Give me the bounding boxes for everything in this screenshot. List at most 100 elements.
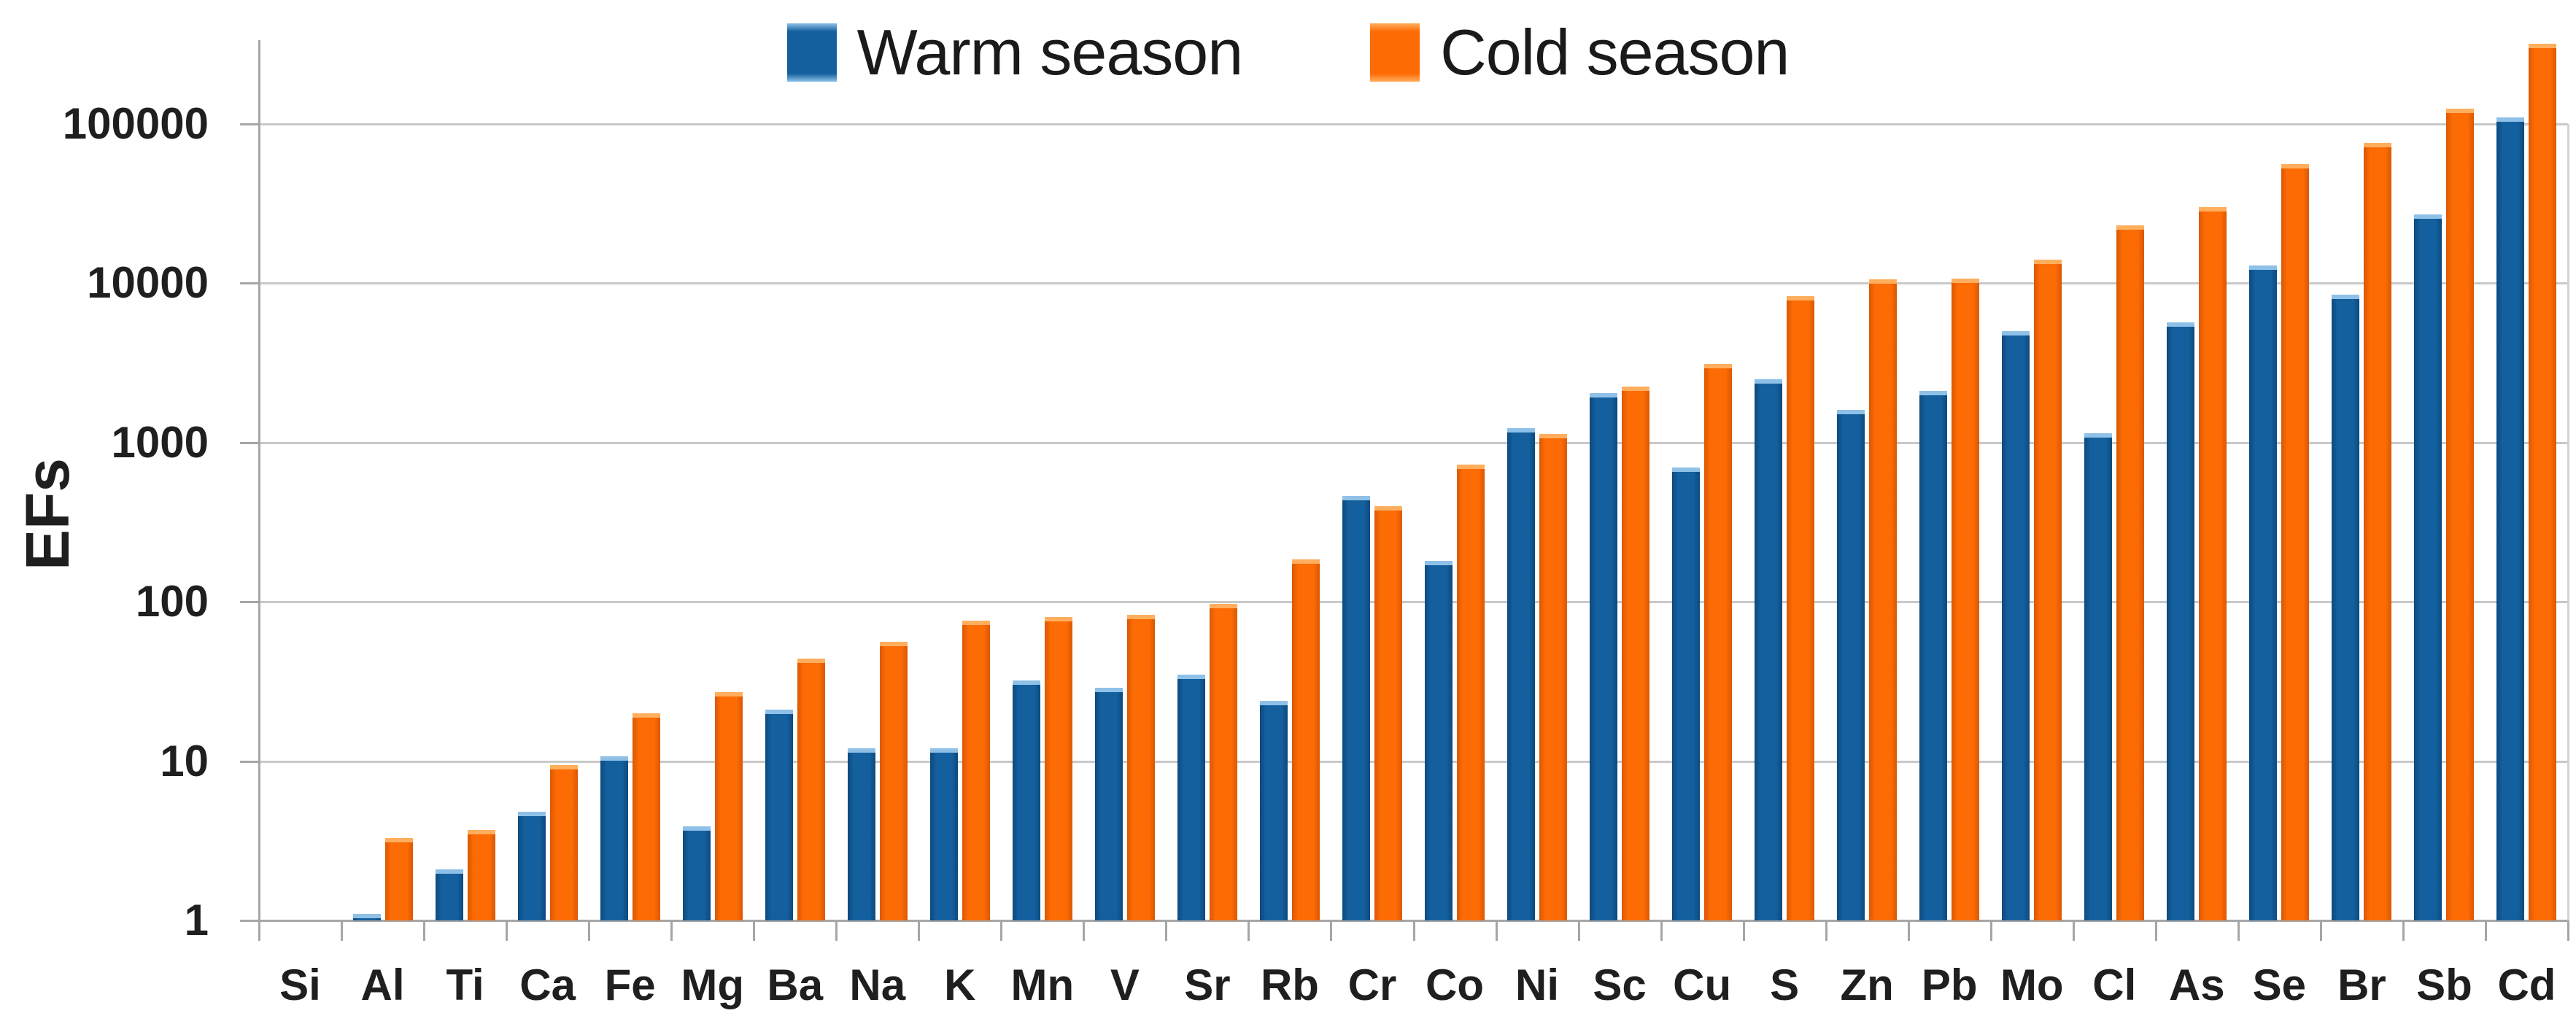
legend-swatch-cold bbox=[1370, 23, 1420, 82]
gridline-10 bbox=[259, 760, 2568, 763]
bar-warm-Co bbox=[1425, 561, 1453, 920]
x-axis-tick bbox=[1000, 920, 1003, 941]
x-tick-label-Rb: Rb bbox=[1260, 961, 1319, 1009]
bar-warm-Sc bbox=[1590, 392, 1618, 920]
bar-warm-Se bbox=[2249, 265, 2278, 920]
x-tick-label-Co: Co bbox=[1426, 961, 1484, 1009]
bar-cold-Ca bbox=[549, 765, 578, 920]
bar-warm-V bbox=[1094, 687, 1123, 920]
x-axis-tick bbox=[1742, 920, 1745, 941]
x-axis-tick bbox=[670, 920, 673, 941]
gridline-10000 bbox=[259, 282, 2568, 285]
gridline-100 bbox=[259, 601, 2568, 604]
x-axis-tick bbox=[2237, 920, 2240, 941]
bar-warm-Ca bbox=[517, 812, 546, 920]
x-axis-tick bbox=[1989, 920, 1992, 941]
x-tick-label-S: S bbox=[1770, 961, 1800, 1009]
x-axis-tick bbox=[2402, 920, 2405, 941]
x-axis-tick bbox=[1330, 920, 1333, 941]
bar-cold-Zn bbox=[1869, 279, 1898, 920]
x-tick-label-Sb: Sb bbox=[2416, 961, 2472, 1009]
x-axis-tick bbox=[588, 920, 591, 941]
y-tick-label-10000: 10000 bbox=[87, 258, 209, 308]
bar-warm-Ti bbox=[435, 869, 463, 920]
legend-label: Warm season bbox=[856, 16, 1244, 88]
x-axis-tick bbox=[2072, 920, 2075, 941]
x-axis-tick bbox=[1495, 920, 1498, 941]
legend-label: Cold season bbox=[1440, 16, 1790, 88]
x-tick-label-Cr: Cr bbox=[1347, 961, 1397, 1009]
x-tick-label-Cl: Cl bbox=[2092, 961, 2137, 1009]
bar-warm-Sb bbox=[2414, 214, 2442, 920]
gridline-100000 bbox=[259, 123, 2568, 125]
bar-cold-Ni bbox=[1539, 434, 1568, 920]
x-tick-label-Sc: Sc bbox=[1593, 961, 1647, 1009]
gridline-1000 bbox=[259, 441, 2568, 444]
x-axis-tick bbox=[1577, 920, 1580, 941]
bar-warm-Rb bbox=[1259, 700, 1288, 920]
y-tick-label-10: 10 bbox=[160, 736, 209, 785]
x-tick-label-As: As bbox=[2168, 961, 2225, 1009]
bar-cold-K bbox=[962, 621, 990, 920]
x-axis-tick bbox=[2567, 920, 2569, 941]
x-axis-tick bbox=[918, 920, 921, 941]
x-axis-tick bbox=[835, 920, 838, 941]
x-axis-tick bbox=[423, 920, 426, 941]
bar-warm-Cl bbox=[2084, 432, 2113, 920]
bar-cold-Cd bbox=[2529, 43, 2557, 920]
x-axis-tick bbox=[2319, 920, 2322, 941]
bar-cold-Cu bbox=[1704, 364, 1733, 920]
bar-warm-S bbox=[1755, 379, 1783, 920]
bar-cold-Sr bbox=[1209, 604, 1237, 920]
bar-warm-Cr bbox=[1342, 496, 1370, 920]
y-axis-tick bbox=[240, 282, 259, 285]
bar-cold-Al bbox=[384, 837, 413, 920]
y-tick-label-1000: 1000 bbox=[111, 417, 209, 467]
x-tick-label-Mg: Mg bbox=[681, 961, 744, 1009]
legend-item-cold-season: Cold season bbox=[1370, 16, 1790, 89]
x-axis-line bbox=[240, 920, 2568, 922]
bar-cold-Na bbox=[879, 642, 908, 920]
x-tick-label-Si: Si bbox=[279, 961, 321, 1009]
bar-cold-As bbox=[2199, 207, 2227, 920]
bar-cold-Ba bbox=[797, 659, 825, 920]
bar-warm-Fe bbox=[600, 756, 628, 920]
bar-warm-Br bbox=[2332, 294, 2360, 920]
plot-right-border bbox=[2567, 124, 2569, 920]
x-tick-label-Pb: Pb bbox=[1921, 961, 1978, 1009]
y-tick-label-100: 100 bbox=[135, 577, 209, 626]
bar-warm-Cd bbox=[2496, 117, 2525, 920]
y-tick-label-1: 1 bbox=[184, 896, 209, 944]
x-tick-label-Al: Al bbox=[360, 961, 405, 1009]
y-tick-label-100000: 100000 bbox=[62, 99, 209, 148]
x-axis-tick bbox=[753, 920, 756, 941]
bar-cold-V bbox=[1126, 614, 1155, 920]
bar-warm-Al bbox=[352, 913, 381, 920]
bar-warm-Mn bbox=[1012, 680, 1040, 920]
bar-cold-Ti bbox=[467, 829, 495, 920]
x-tick-label-Ni: Ni bbox=[1515, 961, 1560, 1009]
bar-cold-Sb bbox=[2446, 108, 2475, 920]
x-tick-label-Fe: Fe bbox=[604, 961, 656, 1009]
bar-warm-Ni bbox=[1507, 428, 1536, 920]
x-axis-tick bbox=[258, 920, 260, 941]
legend-item-warm-season: Warm season bbox=[786, 16, 1244, 89]
x-axis-tick bbox=[506, 920, 508, 941]
bar-cold-Cr bbox=[1374, 505, 1402, 920]
x-axis-tick bbox=[1825, 920, 1827, 941]
x-axis-tick bbox=[1248, 920, 1250, 941]
y-axis-tick bbox=[240, 441, 259, 444]
x-axis-tick bbox=[1660, 920, 1663, 941]
bar-cold-Pb bbox=[1952, 278, 1980, 920]
bar-warm-Na bbox=[847, 748, 875, 920]
legend-swatch-warm bbox=[786, 23, 837, 82]
bar-warm-Pb bbox=[1919, 391, 1948, 920]
x-tick-label-Cd: Cd bbox=[2497, 961, 2556, 1009]
y-axis-tick bbox=[240, 123, 259, 125]
bar-cold-Mn bbox=[1044, 617, 1072, 920]
x-axis-tick bbox=[1412, 920, 1415, 941]
y-axis-tick bbox=[240, 601, 259, 604]
y-axis-line bbox=[258, 40, 260, 941]
bar-cold-Se bbox=[2281, 163, 2310, 920]
